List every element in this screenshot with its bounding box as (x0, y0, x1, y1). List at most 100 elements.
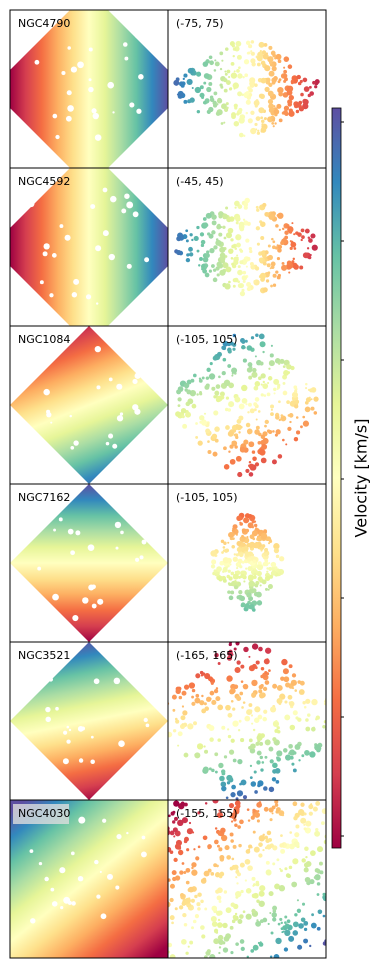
velocity-point (236, 254, 239, 257)
map-hole (96, 385, 101, 390)
velocity-point (195, 673, 201, 679)
velocity-point (287, 426, 292, 432)
velocity-point (271, 777, 277, 782)
velocity-point (288, 664, 293, 669)
velocity-point (292, 921, 299, 928)
velocity-point (289, 240, 292, 243)
map-hole (140, 448, 146, 454)
velocity-point (222, 947, 229, 953)
velocity-point (225, 102, 229, 106)
velocity-point (243, 134, 246, 137)
velocity-point (266, 870, 272, 876)
velocity-point (230, 653, 234, 656)
velocity-point (278, 885, 286, 892)
velocity-point (275, 554, 280, 559)
velocity-point (246, 286, 252, 292)
velocity-point (254, 706, 261, 713)
velocity-point (183, 922, 188, 927)
map-hole (45, 716, 51, 723)
velocity-point (268, 360, 275, 367)
velocity-point (211, 433, 218, 439)
velocity-point (267, 56, 274, 63)
velocity-point (251, 524, 254, 528)
velocity-point (260, 768, 264, 772)
velocity-point (185, 411, 191, 418)
velocity-point (190, 898, 195, 903)
velocity-point (261, 579, 267, 585)
velocity-point (251, 450, 256, 454)
velocity-point (236, 696, 242, 701)
velocity-point (195, 422, 198, 425)
velocity-point (203, 412, 207, 415)
velocity-point (235, 455, 242, 462)
velocity-point (277, 59, 282, 64)
velocity-point (217, 910, 223, 916)
velocity-point (199, 92, 205, 98)
velocity-point (283, 105, 290, 111)
velocity-point (310, 398, 313, 401)
map-hole (91, 603, 97, 609)
map-hole (121, 208, 127, 214)
velocity-point (240, 779, 247, 786)
velocity-point (256, 760, 261, 765)
velocity-range: (-105, 105) (176, 491, 238, 504)
velocity-point (211, 905, 218, 912)
velocity-point (181, 901, 186, 906)
velocity-point (226, 774, 233, 782)
velocity-point (244, 715, 251, 722)
velocity-point (274, 883, 281, 890)
velocity-point (250, 127, 257, 135)
map-hole (135, 557, 140, 562)
velocity-point (285, 443, 288, 446)
velocity-point (237, 558, 243, 564)
velocity-point (262, 202, 267, 208)
velocity-point (206, 250, 210, 254)
velocity-point (231, 44, 235, 48)
velocity-point (218, 946, 222, 949)
velocity-point (253, 100, 260, 106)
velocity-point (260, 666, 265, 671)
map-hole (120, 530, 124, 535)
velocity-point (212, 277, 218, 283)
velocity-point (216, 812, 223, 819)
velocity-point (275, 429, 281, 435)
velocity-point (195, 856, 200, 861)
velocity-point (239, 914, 244, 919)
velocity-point (266, 830, 272, 836)
velocity-point (270, 931, 274, 935)
velocity-point (270, 117, 273, 120)
velocity-point (255, 205, 259, 209)
velocity-point (218, 232, 223, 237)
map-hole (43, 388, 50, 396)
velocity-point (274, 800, 279, 804)
velocity-point (208, 269, 212, 273)
velocity-point (287, 226, 294, 233)
velocity-point (267, 244, 271, 248)
velocity-point (191, 907, 194, 910)
velocity-point (235, 797, 239, 800)
velocity-point (209, 690, 215, 696)
velocity-point (235, 424, 242, 431)
velocity-point (240, 680, 244, 683)
velocity-point (260, 221, 266, 227)
velocity-point (183, 752, 189, 758)
velocity-point (224, 548, 229, 553)
velocity-point (238, 552, 244, 558)
velocity-point (201, 376, 205, 380)
velocity-point (241, 534, 244, 538)
velocity-point (267, 584, 273, 590)
velocity-point (250, 781, 257, 787)
map-hole (137, 672, 140, 675)
velocity-point (212, 451, 218, 457)
velocity-point (240, 664, 245, 669)
velocity-point (267, 90, 274, 97)
velocity-point (239, 819, 244, 825)
velocity-point (172, 729, 177, 733)
velocity-point (224, 78, 227, 81)
velocity-point (183, 73, 188, 78)
velocity-point (314, 85, 318, 89)
map-hole (126, 831, 129, 835)
map-hole (141, 835, 146, 840)
velocity-point (227, 349, 232, 354)
velocity-point (242, 358, 247, 363)
